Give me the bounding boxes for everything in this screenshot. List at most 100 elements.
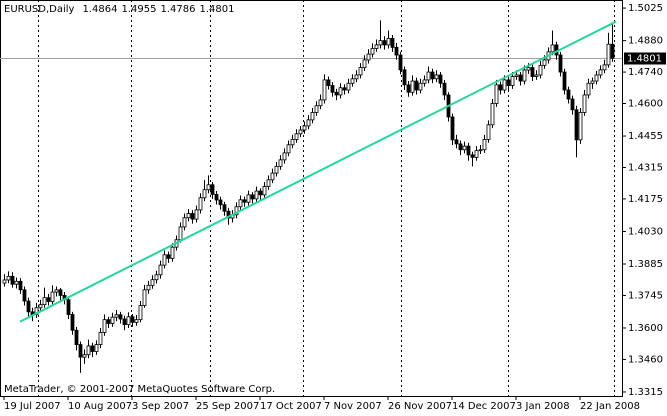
candle-body (134, 319, 139, 323)
candle-body (386, 37, 391, 46)
candle-body (566, 89, 571, 100)
candle-body (466, 145, 471, 156)
copyright: MetaTrader, © 2001-2007 MetaQuotes Softw… (4, 384, 275, 395)
candle-body (290, 139, 295, 146)
candle-body (406, 84, 411, 93)
x-tick-label: 22 Jan 2008 (580, 401, 640, 412)
candle-body (50, 291, 55, 302)
candle-body (390, 37, 395, 48)
candle-body (394, 46, 399, 56)
y-tick-label: 1.4600 (628, 98, 663, 109)
candle-body (274, 165, 279, 174)
current-price-box (624, 52, 666, 65)
y-tick-label: 1.3315 (628, 387, 663, 398)
y-tick-label: 1.4315 (628, 162, 663, 173)
y-tick-label: 1.4740 (628, 67, 663, 78)
candle-body (214, 194, 219, 201)
candle-body (206, 184, 211, 191)
header-value: EURUSD,Daily (4, 4, 75, 15)
y-tick-label: 1.4175 (628, 194, 663, 205)
candle-body (606, 43, 611, 66)
candle-body (118, 314, 123, 320)
candle-body (594, 74, 599, 82)
candle-body (86, 345, 91, 356)
candle-body (526, 67, 531, 71)
candle-body (578, 112, 583, 141)
candle-body (226, 210, 231, 219)
y-tick-label: 1.4880 (628, 36, 663, 47)
candle-body (314, 105, 319, 113)
candle-body (246, 194, 251, 203)
candle-body (426, 71, 431, 81)
candle-body (558, 54, 563, 73)
candle-body (186, 213, 191, 219)
candle-body (98, 332, 103, 345)
candle-body (298, 129, 303, 135)
candle-body (442, 82, 447, 96)
candle-body (294, 133, 299, 140)
candle-body (122, 318, 127, 326)
candle-body (510, 76, 515, 86)
candle-body (258, 190, 263, 196)
candle-body (358, 67, 363, 76)
candle-body (10, 275, 15, 285)
candle-body (370, 48, 375, 55)
candle-body (522, 69, 527, 82)
candle-body (142, 289, 147, 306)
candle-body (346, 82, 351, 91)
candle-body (582, 94, 587, 113)
candle-body (434, 74, 439, 80)
candle-body (26, 300, 31, 313)
y-tick-label: 1.5025 (628, 3, 663, 14)
candle-body (490, 103, 495, 126)
candle-body (322, 79, 327, 101)
candle-body (178, 226, 183, 241)
candle-body (2, 279, 7, 284)
candle-body (502, 79, 507, 91)
candle-body (82, 354, 87, 358)
candle-body (102, 319, 107, 333)
candle-body (150, 279, 155, 286)
x-tick-label: 25 Sep 2007 (196, 401, 259, 412)
y-tick-label: 1.3885 (628, 259, 663, 270)
candle-body (238, 199, 243, 208)
candle-body (330, 85, 335, 93)
candle-body (46, 297, 51, 302)
candle-body (170, 246, 175, 259)
candle-body (438, 74, 443, 84)
y-tick-label: 1.4030 (628, 226, 663, 237)
candle-body (202, 189, 207, 199)
candle-body (262, 186, 267, 196)
candle-body (106, 319, 111, 324)
candle-body (326, 79, 331, 86)
candle-body (350, 78, 355, 84)
candle-body (166, 254, 171, 259)
candle-body (70, 314, 75, 331)
candle-body (430, 71, 435, 80)
candle-body (602, 64, 607, 71)
candle-body (462, 145, 467, 151)
candle-body (114, 314, 119, 318)
candle-body (610, 43, 615, 59)
candle-body (598, 69, 603, 76)
candle-body (42, 297, 47, 306)
candle-body (66, 299, 71, 315)
header-value: 1.4955 (121, 4, 156, 15)
candle-body (562, 71, 567, 91)
candle-body (478, 149, 483, 152)
candle-body (590, 80, 595, 84)
candle-body (310, 112, 315, 121)
candle-body (518, 74, 523, 82)
candle-body (382, 40, 387, 46)
candle-body (146, 284, 151, 291)
candle-body (402, 69, 407, 86)
candle-body (250, 194, 255, 200)
candle-body (418, 82, 423, 91)
candle-body (14, 280, 19, 285)
candle-body (410, 80, 415, 93)
separators (38, 0, 615, 396)
candle-body (342, 87, 347, 91)
x-tick-label: 3 Sep 2007 (132, 401, 189, 412)
candle-body (334, 91, 339, 96)
